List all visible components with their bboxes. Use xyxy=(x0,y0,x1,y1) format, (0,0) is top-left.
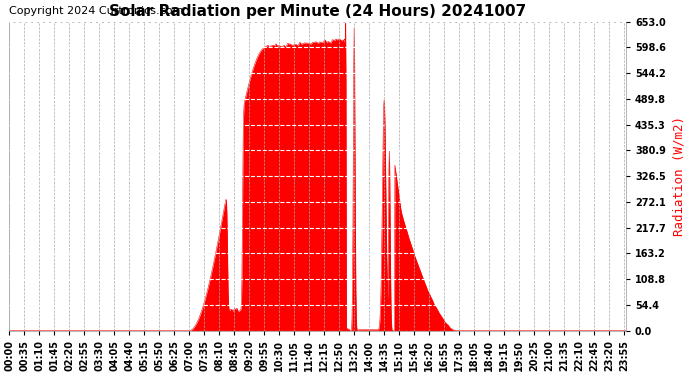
Text: Copyright 2024 Curtronics.com: Copyright 2024 Curtronics.com xyxy=(9,6,184,15)
Title: Solar Radiation per Minute (24 Hours) 20241007: Solar Radiation per Minute (24 Hours) 20… xyxy=(109,4,526,19)
Y-axis label: Radiation (W/m2): Radiation (W/m2) xyxy=(673,116,686,236)
